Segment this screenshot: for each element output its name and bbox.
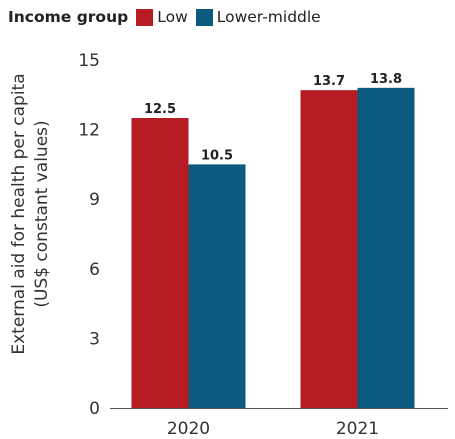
bar-low-2020: [131, 118, 189, 408]
y-tick-label: 15: [78, 51, 100, 71]
legend-title: Income group: [8, 8, 129, 26]
legend-label-low: Low: [157, 8, 188, 26]
legend-label-lower-middle: Lower-middle: [216, 8, 321, 26]
bar-lower-middle-2020: [188, 164, 246, 408]
legend-item-low: Low: [136, 8, 188, 26]
y-tick-label: 12: [78, 121, 100, 141]
x-tick-label-2021: 2021: [336, 419, 379, 439]
data-label-lower-middle-2020: 10.5: [201, 148, 233, 163]
y-tick-label: 0: [89, 399, 100, 419]
bar-low-2021: [300, 90, 358, 408]
bar-lower-middle-2021: [357, 87, 415, 408]
data-label-low-2020: 12.5: [144, 102, 176, 117]
x-tick-label-2020: 2020: [167, 419, 210, 439]
legend: Income group Low Lower-middle: [8, 5, 329, 29]
y-axis-ticks: 0 3 6 9 12 15: [78, 51, 100, 419]
x-axis-ticks: 2020 2021: [167, 419, 379, 439]
bars: [131, 87, 415, 408]
y-tick-label: 6: [89, 260, 100, 280]
data-labels: 12.5 10.5 13.7 13.8: [144, 72, 402, 164]
y-axis-label-line-1: External aid for health per capita: [9, 73, 29, 354]
data-label-low-2021: 13.7: [313, 74, 345, 89]
y-axis-label: External aid for health per capita (US$ …: [9, 73, 52, 354]
y-tick-label: 3: [89, 329, 100, 349]
legend-swatch-low: [136, 8, 154, 26]
y-tick-label: 9: [89, 190, 100, 210]
y-axis-label-line-2: (US$ constant values): [32, 120, 52, 307]
legend-swatch-lower-middle: [195, 8, 213, 26]
legend-item-lower-middle: Lower-middle: [195, 8, 321, 26]
data-label-lower-middle-2021: 13.8: [370, 72, 402, 87]
